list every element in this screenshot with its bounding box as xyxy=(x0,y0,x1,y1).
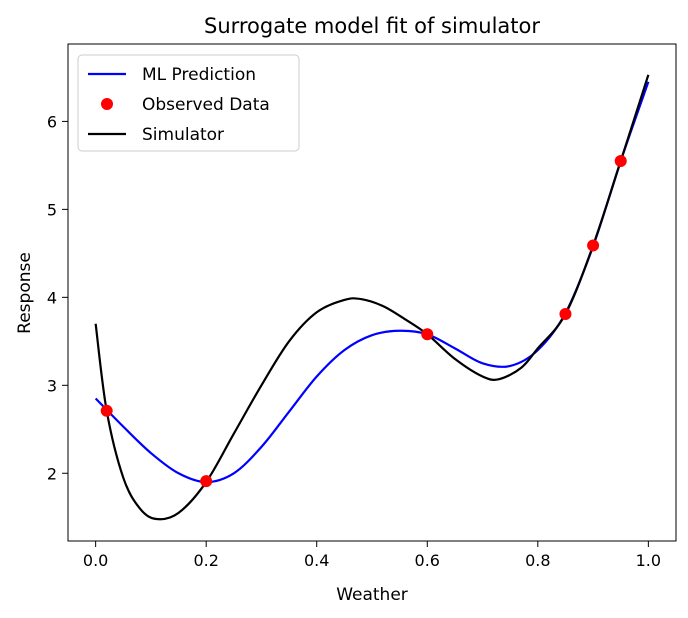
observed-data-point xyxy=(559,308,572,321)
y-tick-label: 5 xyxy=(47,200,57,219)
plot-frame xyxy=(67,43,677,542)
legend-label-simulator: Simulator xyxy=(142,125,224,145)
legend-label-ml-prediction: ML Prediction xyxy=(142,65,256,85)
chart-title: Surrogate model fit of simulator xyxy=(204,14,540,38)
observed-data-point xyxy=(100,404,113,417)
y-axis-label: Response xyxy=(15,252,35,334)
x-axis-label: Weather xyxy=(336,585,408,605)
x-tick-label: 0.0 xyxy=(83,551,108,570)
x-tick-label: 0.4 xyxy=(304,551,329,570)
legend-box xyxy=(77,54,300,152)
y-tick-label: 4 xyxy=(47,288,57,307)
x-tick-label: 0.2 xyxy=(193,551,218,570)
x-tick-label: 0.8 xyxy=(525,551,550,570)
y-tick-label: 6 xyxy=(47,112,57,131)
series-layer xyxy=(94,74,650,521)
x-tick-label: 0.6 xyxy=(415,551,440,570)
x-tick-label: 1.0 xyxy=(636,551,661,570)
observed-data-point xyxy=(421,328,434,341)
observed-data-point xyxy=(587,239,600,252)
y-tick-label: 3 xyxy=(47,376,57,395)
observed-data-point xyxy=(200,475,213,488)
legend-swatch-observed-data xyxy=(101,98,113,110)
x-axis: 0.0 0.2 0.4 0.6 0.8 1.0 xyxy=(83,541,661,570)
y-tick-label: 2 xyxy=(47,464,57,483)
legend-label-observed-data: Observed Data xyxy=(142,95,270,115)
simulator-line xyxy=(94,74,650,521)
observed-data-point xyxy=(614,154,627,167)
legend: ML Prediction Observed Data Simulator xyxy=(77,54,300,152)
y-axis: 2 3 4 5 6 xyxy=(47,112,68,483)
